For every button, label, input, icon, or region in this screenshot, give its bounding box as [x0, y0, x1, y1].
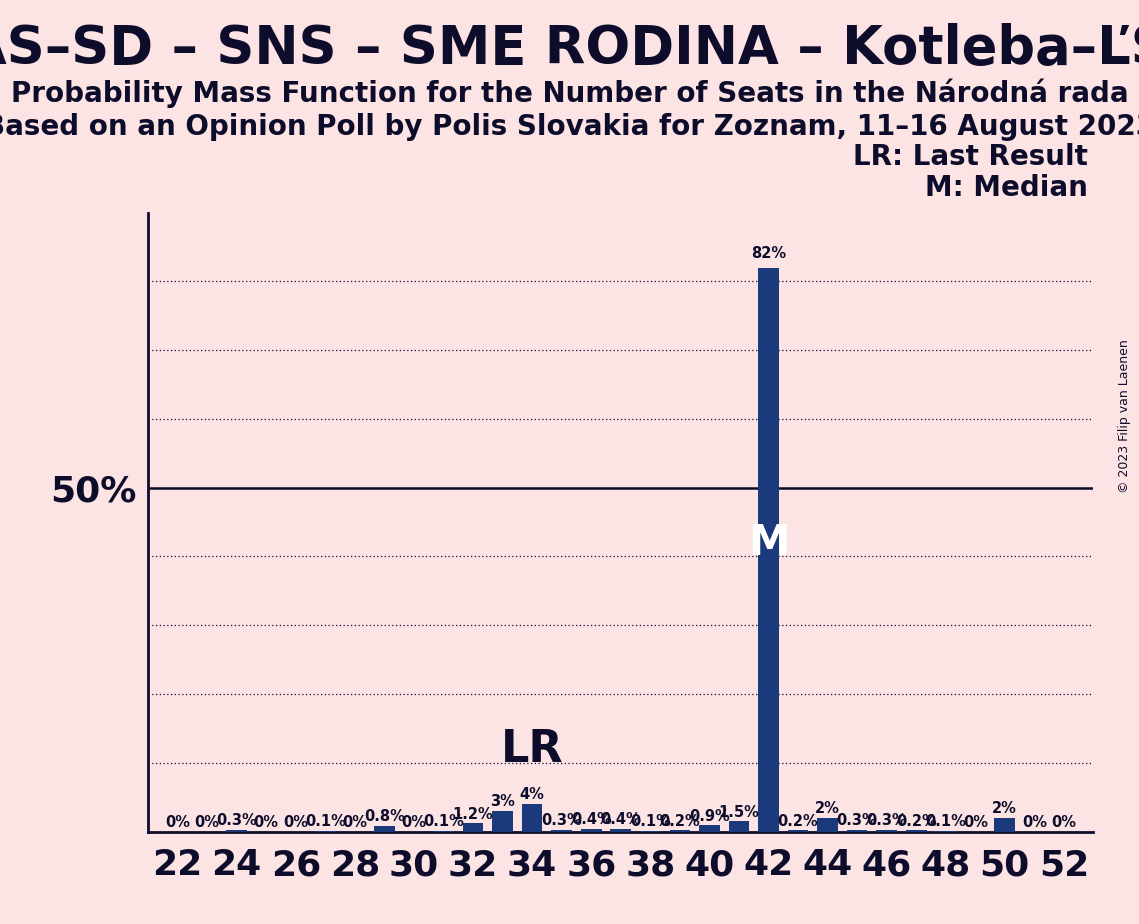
Text: 0.4%: 0.4%: [571, 812, 612, 827]
Text: © 2023 Filip van Laenen: © 2023 Filip van Laenen: [1118, 339, 1131, 492]
Bar: [876, 830, 898, 832]
Text: 0.1%: 0.1%: [305, 814, 346, 829]
Bar: [788, 831, 809, 832]
Bar: [492, 811, 513, 832]
Text: 0%: 0%: [1051, 815, 1076, 830]
Bar: [462, 823, 483, 832]
Text: 0.9%: 0.9%: [689, 808, 730, 823]
Bar: [699, 825, 720, 832]
Text: 3%: 3%: [490, 795, 515, 809]
Text: 0%: 0%: [165, 815, 190, 830]
Bar: [817, 818, 838, 832]
Text: 2%: 2%: [816, 801, 839, 816]
Bar: [994, 818, 1015, 832]
Bar: [670, 831, 690, 832]
Bar: [729, 821, 749, 832]
Text: 1.2%: 1.2%: [452, 807, 493, 821]
Text: 2%: 2%: [992, 801, 1017, 816]
Text: 1.5%: 1.5%: [719, 805, 760, 820]
Bar: [227, 830, 247, 832]
Text: Based on an Opinion Poll by Polis Slovakia for Zoznam, 11–16 August 2023: Based on an Opinion Poll by Polis Slovak…: [0, 113, 1139, 140]
Bar: [581, 829, 601, 832]
Text: 0%: 0%: [195, 815, 220, 830]
Text: 0.2%: 0.2%: [895, 813, 936, 829]
Text: 0.1%: 0.1%: [423, 814, 464, 829]
Text: 0.3%: 0.3%: [837, 813, 877, 828]
Text: 0.3%: 0.3%: [216, 813, 257, 828]
Text: 0.3%: 0.3%: [541, 813, 582, 828]
Text: 0%: 0%: [1022, 815, 1047, 830]
Text: Probability Mass Function for the Number of Seats in the Národná rada: Probability Mass Function for the Number…: [10, 79, 1129, 108]
Bar: [522, 804, 542, 832]
Bar: [906, 831, 926, 832]
Text: 0%: 0%: [962, 815, 988, 830]
Bar: [551, 830, 572, 832]
Text: M: Median: M: Median: [925, 174, 1088, 201]
Text: LR: Last Result: LR: Last Result: [853, 143, 1088, 171]
Text: M: M: [747, 522, 789, 564]
Text: 0%: 0%: [284, 815, 309, 830]
Text: 82%: 82%: [751, 246, 786, 261]
Text: HLAS–SD – SNS – SME RODINA – Kotleba–ĽSNS: HLAS–SD – SNS – SME RODINA – Kotleba–ĽSN…: [0, 23, 1139, 75]
Text: 0.2%: 0.2%: [659, 813, 700, 829]
Bar: [846, 830, 868, 832]
Text: 0.3%: 0.3%: [867, 813, 907, 828]
Bar: [759, 268, 779, 832]
Text: 0.8%: 0.8%: [364, 809, 404, 824]
Bar: [611, 829, 631, 832]
Text: LR: LR: [501, 727, 564, 771]
Text: 0.2%: 0.2%: [778, 813, 819, 829]
Text: 4%: 4%: [519, 787, 544, 802]
Text: 0.1%: 0.1%: [925, 814, 966, 829]
Text: 0%: 0%: [343, 815, 368, 830]
Bar: [374, 826, 395, 832]
Text: 0.1%: 0.1%: [630, 814, 671, 829]
Text: 0%: 0%: [401, 815, 426, 830]
Text: 0%: 0%: [254, 815, 279, 830]
Text: 0.4%: 0.4%: [600, 812, 641, 827]
